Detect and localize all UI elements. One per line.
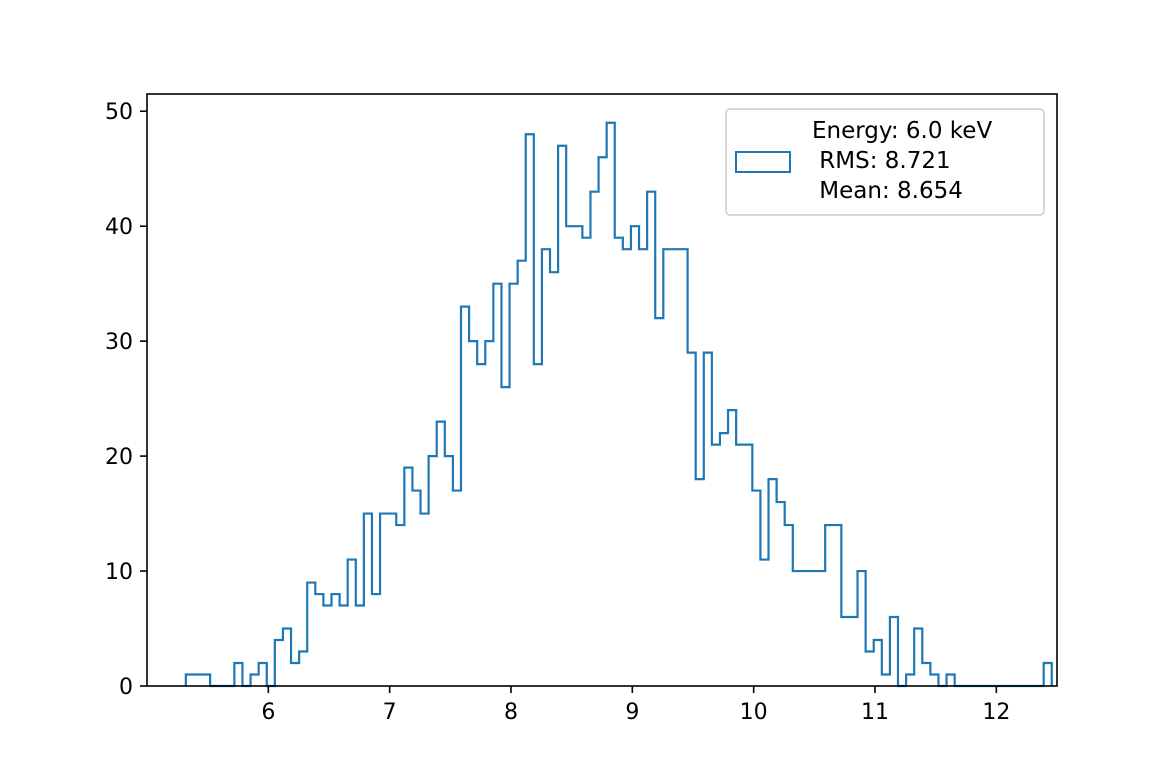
x-tick-label: 10 [740, 700, 768, 725]
x-tick-label: 7 [383, 700, 397, 725]
y-tick-label: 20 [105, 445, 133, 470]
legend-line-energy: Energy: 6.0 keV [812, 118, 992, 144]
x-tick-label: 6 [261, 700, 275, 725]
y-tick-label: 0 [119, 675, 133, 700]
legend-line-rms: RMS: 8.721 [812, 148, 951, 174]
x-tick-label: 12 [982, 700, 1010, 725]
y-tick-label: 10 [105, 560, 133, 585]
legend-line-mean: Mean: 8.654 [812, 178, 963, 204]
legend: Energy: 6.0 keV RMS: 8.721 Mean: 8.654 [725, 108, 1045, 216]
x-tick-label: 8 [504, 700, 518, 725]
plot-area: 6 7 8 9 10 11 12 0 10 20 30 40 50 [105, 93, 1058, 725]
y-tick-label: 50 [105, 100, 133, 125]
x-tick-label: 9 [625, 700, 639, 725]
axes-frame [146, 93, 1058, 687]
legend-frame [725, 108, 1045, 216]
y-tick-label: 30 [105, 330, 133, 355]
y-tick-label: 40 [105, 215, 133, 240]
legend-swatch [735, 151, 791, 173]
histogram-series [184, 121, 1053, 688]
x-tick-label: 11 [861, 700, 889, 725]
